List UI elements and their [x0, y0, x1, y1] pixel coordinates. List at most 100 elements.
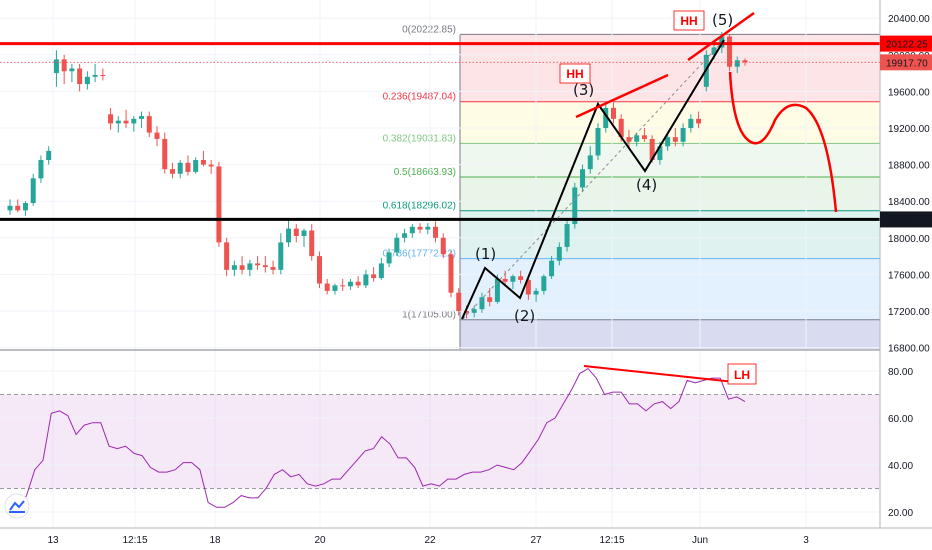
price-badge-label: 20122.25 — [886, 40, 928, 51]
candle-body — [15, 205, 21, 211]
candle — [580, 164, 586, 193]
candle-body — [193, 160, 199, 172]
candle — [471, 305, 477, 318]
fib-level-label: 0.236(19487.04) — [383, 92, 456, 103]
candle — [371, 267, 377, 282]
time-tick-label: 22 — [424, 535, 436, 546]
candle — [603, 102, 609, 133]
candle — [641, 128, 647, 142]
rsi-band — [0, 394, 880, 489]
candle — [696, 111, 702, 128]
candle — [193, 157, 199, 174]
candle-body — [487, 297, 493, 302]
candle — [533, 288, 539, 302]
forecast-path[interactable] — [728, 71, 838, 213]
candle — [123, 109, 129, 128]
candle — [139, 111, 145, 128]
rsi-axis[interactable]: 80.00 60.00 40.00 20.00 — [888, 367, 913, 519]
tradingview-logo[interactable] — [4, 493, 30, 519]
candle — [425, 223, 431, 235]
candle-body — [556, 246, 562, 261]
candle-body — [502, 278, 508, 282]
fib-level-label: 0.786(17772.22) — [383, 249, 456, 260]
candle-body — [541, 276, 547, 291]
candle — [15, 199, 21, 213]
price-axis[interactable]: 20400.0020000.0019600.0019200.0018800.00… — [880, 14, 932, 355]
candle — [564, 219, 570, 252]
fib-zone — [460, 210, 880, 259]
candle — [727, 34, 733, 72]
candle — [595, 123, 601, 161]
candle — [200, 150, 206, 167]
wave-label-4: (4) — [636, 176, 657, 194]
candle — [278, 233, 284, 275]
time-tick-label: 20 — [314, 535, 326, 546]
price-tick-label: 18800.00 — [888, 161, 930, 172]
candle — [556, 242, 562, 266]
candle-body — [549, 260, 555, 277]
candle-body — [200, 160, 206, 165]
elliott-wave-path[interactable] — [461, 39, 725, 320]
candle-body — [262, 265, 268, 268]
candle — [525, 278, 531, 301]
candle-body — [216, 166, 222, 243]
candle — [115, 116, 121, 133]
candle-body — [595, 128, 601, 156]
candle — [742, 58, 748, 66]
price-badge — [880, 54, 932, 71]
time-tick-label: Jun — [692, 535, 708, 546]
candle-body — [332, 285, 338, 291]
candle — [409, 224, 415, 238]
fib-level-label: 0.382(19031.83) — [383, 133, 456, 144]
candle-body — [115, 120, 121, 124]
candle — [688, 114, 694, 133]
candle-body — [580, 169, 586, 188]
candle-body — [309, 230, 315, 257]
rsi-tick-label: 80.00 — [888, 367, 913, 378]
fibonacci-levels: 0(20222.85) 0.236(19487.04) 0.382(19031.83… — [383, 24, 880, 321]
price-tick-label: 19600.00 — [888, 87, 930, 98]
candle-body — [510, 276, 516, 282]
candle — [154, 126, 160, 147]
candle — [293, 224, 299, 243]
candle-body — [587, 155, 593, 170]
rsi-divergence-line[interactable] — [583, 365, 745, 384]
candle-body — [417, 226, 423, 230]
candle-body — [92, 74, 98, 77]
candle-body — [239, 265, 245, 270]
lh-label[interactable]: LH — [727, 363, 757, 385]
candle-body — [46, 150, 52, 161]
time-tick-label: 12:15 — [599, 535, 624, 546]
candle — [46, 146, 52, 165]
candle-body — [270, 267, 276, 270]
upper-trendline[interactable] — [575, 73, 669, 119]
hh-top-text: HH — [680, 14, 697, 28]
candle-body — [100, 74, 106, 76]
candle — [208, 160, 214, 174]
candle — [610, 102, 616, 124]
rsi-tick-label: 20.00 — [888, 508, 913, 519]
candle — [177, 160, 183, 179]
candle — [340, 278, 346, 291]
candle-body — [371, 274, 377, 279]
upper-trendline-top[interactable] — [687, 11, 755, 62]
hh-top-label[interactable]: HH — [673, 10, 705, 31]
hh-mid-label[interactable]: HH — [559, 63, 591, 84]
candle — [146, 111, 152, 138]
time-axis[interactable]: 13 12:15 18 20 22 27 12:15 Jun 3 — [47, 535, 809, 546]
candle-body — [688, 118, 694, 128]
fib-zone — [460, 177, 880, 211]
candle-body — [727, 36, 733, 67]
candle-body — [742, 60, 748, 63]
candle — [502, 270, 508, 286]
candle-body — [610, 107, 616, 119]
candle — [231, 260, 237, 277]
candle — [185, 155, 191, 176]
candle-body — [603, 107, 609, 128]
price-tick-label: 17600.00 — [888, 270, 930, 281]
candle-body — [378, 263, 384, 279]
candle-body — [533, 290, 539, 295]
price-badge — [880, 211, 932, 228]
candle — [239, 256, 245, 275]
